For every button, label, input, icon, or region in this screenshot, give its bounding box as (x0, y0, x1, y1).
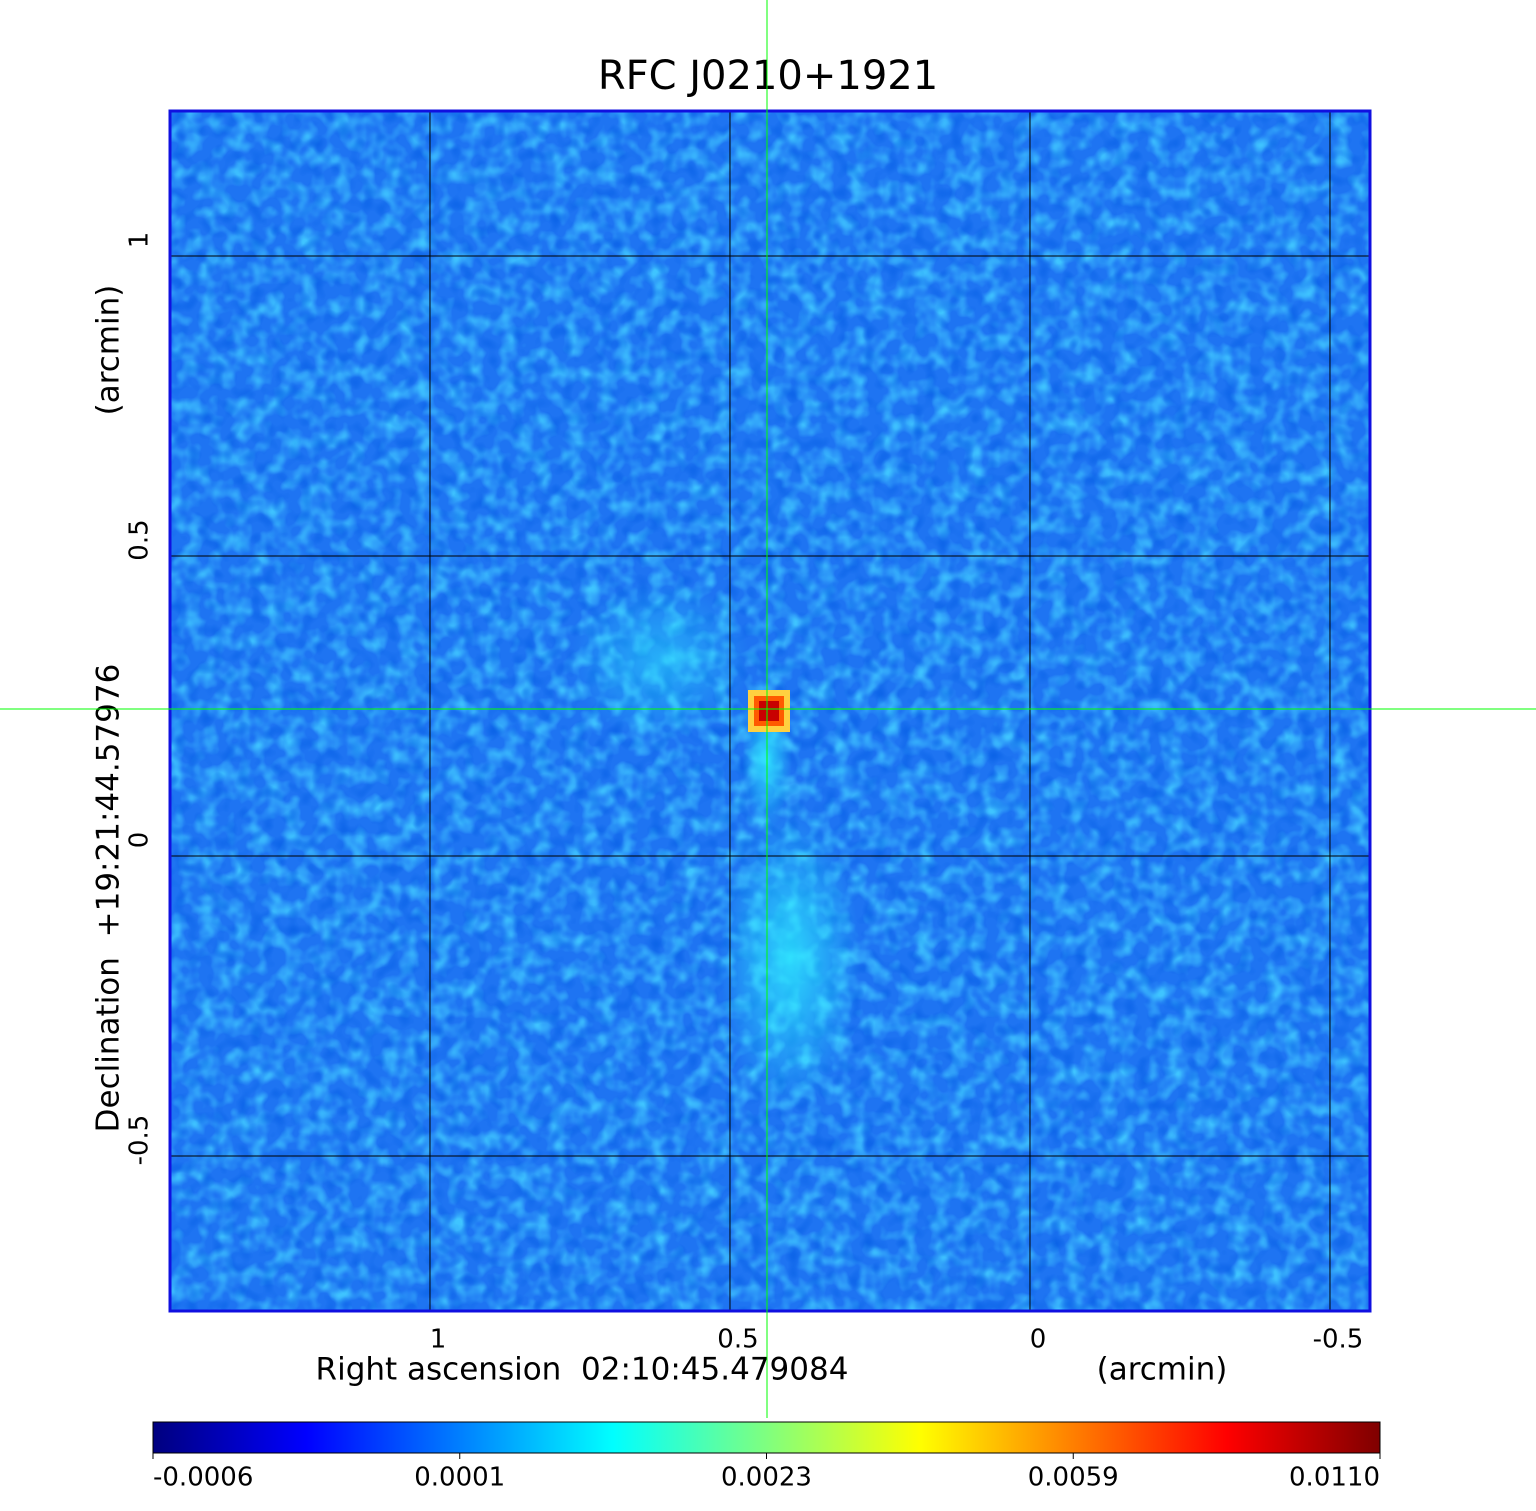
emission (720, 810, 860, 1110)
image (170, 111, 1370, 1311)
x-tick-label: -0.5 (1313, 1325, 1364, 1355)
chart-title: RFC J0210+1921 (598, 53, 938, 99)
colorbar-tick-label: 0.0023 (721, 1463, 812, 1493)
emission (570, 580, 750, 740)
y-axis-unit: (arcmin) (91, 285, 127, 416)
x-tick-label: 0 (1030, 1325, 1047, 1355)
colorbar-tick-label: 0.0110 (1289, 1463, 1380, 1493)
y-tick-label: 1 (125, 232, 155, 249)
x-axis-unit: (arcmin) (1097, 1352, 1228, 1388)
x-tick-label: 0.5 (717, 1325, 758, 1355)
plot-frame (168, 109, 1372, 1313)
source-core (759, 701, 779, 721)
y-tick-label: 0 (125, 832, 155, 849)
colorbar-tick-label: 0.0059 (1028, 1463, 1119, 1493)
x-axis-label: Right ascension 02:10:45.479084 (316, 1352, 849, 1388)
y-axis-label: Declination +19:21:44.57976 (91, 664, 127, 1133)
colorbar (152, 1421, 1381, 1454)
colorbar-tick-label: -0.0006 (153, 1463, 253, 1493)
y-tick-label: -0.5 (125, 1115, 155, 1166)
y-tick-label: 0.5 (125, 519, 155, 560)
colorbar-tick-label: 0.0001 (414, 1463, 505, 1493)
x-tick-label: 1 (430, 1325, 447, 1355)
